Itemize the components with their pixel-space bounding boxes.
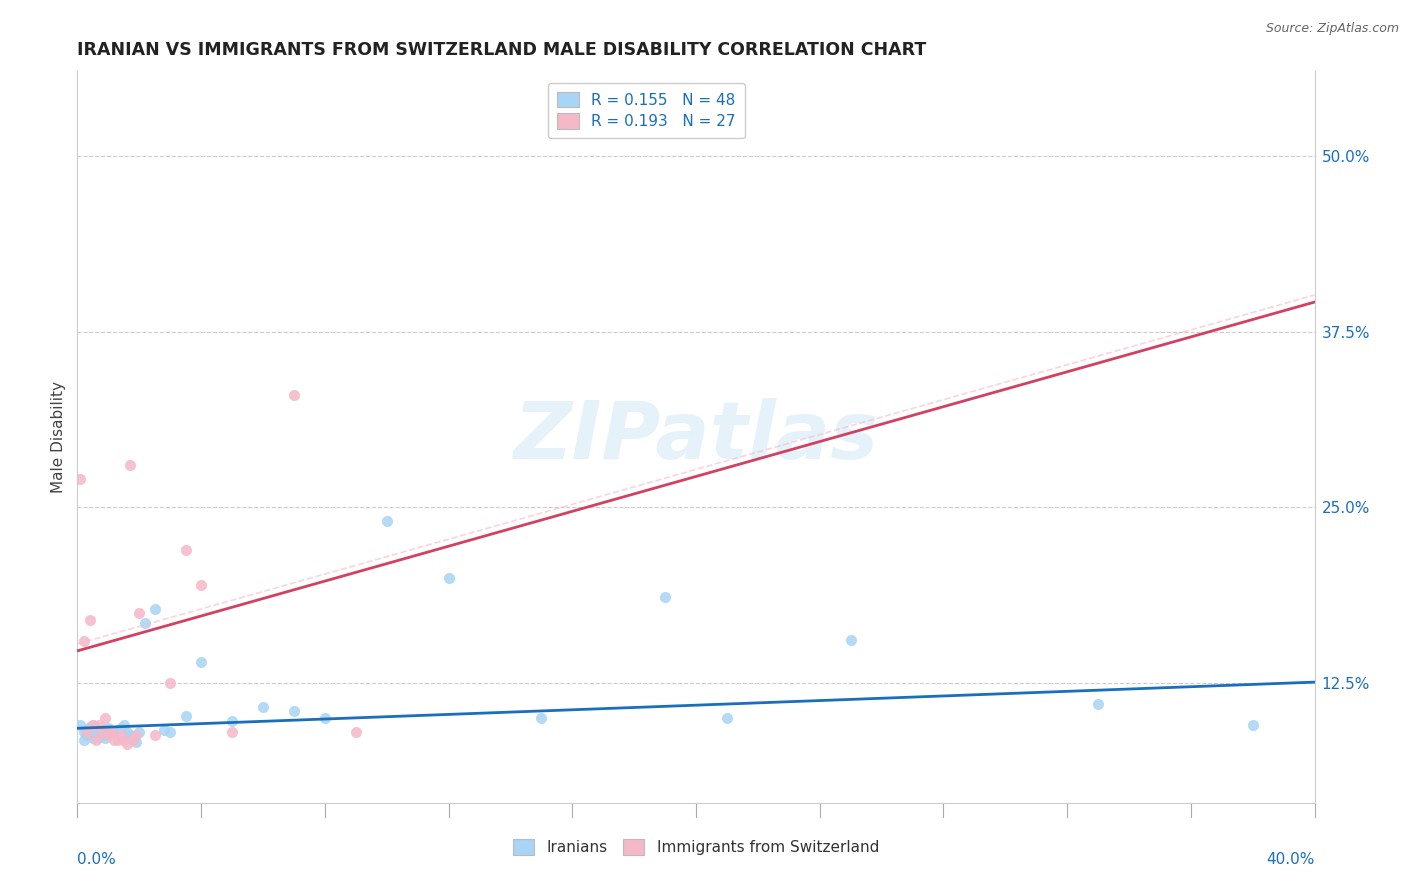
Point (72, 634, 94, 648)
Point (125, 728, 148, 742)
Point (110, 728, 132, 742)
Point (122, 732, 145, 747)
Point (143, 601, 166, 615)
Text: 0.0%: 0.0% (77, 852, 117, 867)
Point (159, 725, 181, 739)
Point (84, 724, 107, 739)
Point (87, 718, 110, 732)
Point (79, 725, 101, 739)
Point (375, 515, 398, 529)
Point (82, 731, 104, 745)
Point (94, 731, 117, 745)
Point (112, 718, 135, 732)
Point (107, 723, 129, 737)
Point (128, 725, 150, 739)
Point (69, 718, 91, 732)
Point (143, 728, 166, 742)
Point (76, 723, 98, 737)
Point (190, 578, 212, 592)
Point (159, 676, 181, 690)
Text: ZIPatlas: ZIPatlas (513, 398, 879, 476)
Point (118, 728, 141, 742)
Point (716, 711, 738, 725)
Point (122, 732, 145, 747)
Point (84, 732, 107, 747)
Point (437, 571, 460, 585)
Point (72, 725, 94, 739)
Text: Source: ZipAtlas.com: Source: ZipAtlas.com (1265, 22, 1399, 36)
Point (82, 718, 104, 732)
Point (190, 655, 212, 669)
Point (100, 724, 122, 739)
Point (79, 720, 101, 734)
Point (839, 632, 862, 647)
Point (76, 728, 98, 742)
Point (283, 705, 305, 719)
Point (344, 725, 367, 739)
Legend: Iranians, Immigrants from Switzerland: Iranians, Immigrants from Switzerland (506, 833, 886, 861)
Point (530, 711, 553, 725)
Point (97, 721, 120, 735)
Point (97, 728, 120, 742)
Point (110, 721, 132, 735)
Point (125, 735, 148, 749)
Point (118, 458, 141, 473)
Point (134, 615, 156, 630)
Point (82, 718, 104, 732)
Point (174, 542, 197, 557)
Point (314, 711, 336, 725)
Point (79, 613, 101, 627)
Point (283, 388, 305, 402)
Point (97, 728, 120, 742)
Point (107, 732, 129, 747)
Point (76, 725, 98, 739)
Point (72, 732, 94, 747)
Point (221, 714, 243, 729)
Point (94, 711, 117, 725)
Y-axis label: Male Disability: Male Disability (51, 381, 66, 493)
Text: IRANIAN VS IMMIGRANTS FROM SWITZERLAND MALE DISABILITY CORRELATION CHART: IRANIAN VS IMMIGRANTS FROM SWITZERLAND M… (77, 41, 927, 59)
Point (84, 721, 107, 735)
Point (91, 723, 114, 737)
Point (128, 606, 150, 620)
Point (1241, 718, 1264, 732)
Point (654, 591, 676, 605)
Point (91, 725, 114, 739)
Point (115, 737, 138, 751)
Point (174, 708, 197, 723)
Point (115, 725, 138, 739)
Point (103, 725, 125, 739)
Text: 40.0%: 40.0% (1267, 852, 1315, 867)
Point (153, 723, 176, 737)
Point (91, 728, 114, 742)
Point (69, 472, 91, 486)
Point (94, 725, 117, 739)
Point (100, 725, 122, 739)
Point (221, 725, 243, 739)
Point (112, 732, 135, 747)
Point (252, 700, 274, 714)
Point (87, 730, 110, 744)
Point (82, 728, 104, 742)
Point (103, 732, 125, 747)
Point (87, 727, 110, 741)
Point (1087, 698, 1109, 712)
